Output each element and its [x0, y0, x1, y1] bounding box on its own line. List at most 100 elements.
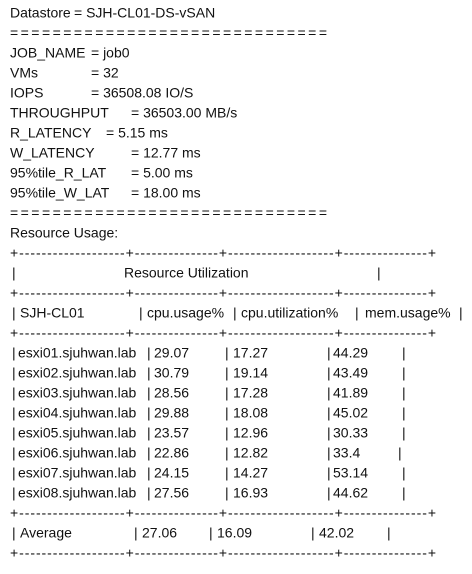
table-separator: |	[327, 465, 331, 481]
table-separator: |	[225, 345, 229, 361]
table-cell: 29.07	[154, 345, 189, 361]
table-cell: 19.14	[233, 365, 268, 381]
table-cell: 12.96	[233, 425, 268, 441]
table-separator: |	[225, 385, 229, 401]
table-separator: |	[233, 305, 237, 321]
table-cell: 53.14	[333, 465, 368, 481]
table-separator: |	[12, 365, 16, 381]
table-separator: |	[147, 485, 151, 501]
table-border: +-------------------+---------------+---…	[10, 545, 436, 561]
table-separator: |	[12, 405, 16, 421]
table-separator: |	[147, 465, 151, 481]
field-label: VMs	[10, 65, 38, 81]
table-cell: esxi06.sjuhwan.lab	[18, 445, 137, 461]
table-cell: 30.33	[333, 425, 368, 441]
field-label: JOB_NAME	[10, 45, 85, 61]
table-title: Resource Utilization	[124, 265, 249, 281]
table-separator: |	[12, 465, 16, 481]
field-value: = 18.00 ms	[131, 185, 201, 201]
field-value: = job0	[91, 45, 130, 61]
table-separator: |	[225, 365, 229, 381]
field-label: IOPS	[10, 85, 43, 101]
table-separator: |	[134, 525, 138, 541]
field-value: = 36503.00 MB/s	[131, 105, 237, 121]
field-label: R_LATENCY	[10, 125, 92, 141]
table-separator: |	[327, 385, 331, 401]
table-separator: |	[12, 265, 16, 281]
table-cell: 17.28	[233, 385, 268, 401]
table-separator: |	[327, 365, 331, 381]
table-cell: 17.27	[233, 345, 268, 361]
field-label: W_LATENCY	[10, 145, 95, 161]
table-border: +-------------------+---------------+---…	[10, 245, 436, 261]
field-label: 95%tile_R_LAT	[10, 165, 107, 181]
table-separator: |	[402, 345, 406, 361]
table-cell: 41.89	[333, 385, 368, 401]
table-border: +-------------------+---------------+---…	[10, 325, 436, 341]
table-separator: |	[225, 425, 229, 441]
table-separator: |	[402, 425, 406, 441]
table-separator: |	[12, 385, 16, 401]
table-cell: 33.4	[333, 445, 360, 461]
table-separator: |	[12, 445, 16, 461]
table-cell: 45.02	[333, 405, 368, 421]
column-header: SJH-CL01	[20, 305, 85, 321]
table-separator: |	[12, 425, 16, 441]
table-cell: 43.49	[333, 365, 368, 381]
rule-line: ==============================	[10, 205, 327, 221]
average-cell: Average	[20, 525, 72, 541]
table-cell: esxi01.sjuhwan.lab	[18, 345, 137, 361]
column-header: cpu.utilization%	[241, 305, 338, 321]
table-separator: |	[225, 465, 229, 481]
field-value: = 5.00 ms	[131, 165, 193, 181]
table-cell: 23.57	[154, 425, 189, 441]
field-value: = 36508.08 IO/S	[91, 85, 193, 101]
table-cell: esxi07.sjuhwan.lab	[18, 465, 137, 481]
field-label: THROUGHPUT	[10, 105, 109, 121]
table-separator: |	[327, 345, 331, 361]
table-cell: esxi02.sjuhwan.lab	[18, 365, 137, 381]
table-cell: esxi03.sjuhwan.lab	[18, 385, 137, 401]
field-value: = 12.77 ms	[131, 145, 201, 161]
field-value: = 32	[91, 65, 119, 81]
table-cell: 30.79	[154, 365, 189, 381]
table-separator: |	[225, 405, 229, 421]
table-cell: 44.62	[333, 485, 368, 501]
field-value: = SJH-CL01-DS-vSAN	[74, 5, 215, 21]
table-separator: |	[147, 425, 151, 441]
table-cell: 12.82	[233, 445, 268, 461]
average-cell: 16.09	[217, 525, 252, 541]
table-separator: |	[327, 425, 331, 441]
rule-line: ==============================	[10, 25, 327, 41]
table-separator: |	[327, 445, 331, 461]
table-separator: |	[147, 385, 151, 401]
table-separator: |	[12, 525, 16, 541]
field-value: = 5.15 ms	[106, 125, 168, 141]
table-cell: 29.88	[154, 405, 189, 421]
table-cell: esxi04.sjuhwan.lab	[18, 405, 137, 421]
column-header: cpu.usage%	[147, 305, 224, 321]
table-separator: |	[12, 305, 16, 321]
average-cell: 27.06	[142, 525, 177, 541]
table-separator: |	[225, 445, 229, 461]
table-separator: |	[327, 405, 331, 421]
table-separator: |	[327, 485, 331, 501]
table-separator: |	[387, 525, 391, 541]
average-cell: 42.02	[319, 525, 354, 541]
table-border: +-------------------+---------------+---…	[10, 505, 436, 521]
table-cell: 28.56	[154, 385, 189, 401]
table-cell: 27.56	[154, 485, 189, 501]
table-cell: esxi05.sjuhwan.lab	[18, 425, 137, 441]
table-separator: |	[402, 465, 406, 481]
table-separator: |	[139, 305, 143, 321]
table-separator: |	[355, 305, 359, 321]
table-separator: |	[402, 485, 406, 501]
table-separator: |	[377, 265, 381, 281]
table-border: +-------------------+---------------+---…	[10, 285, 436, 301]
section-label: Resource Usage:	[10, 225, 118, 241]
table-separator: |	[225, 485, 229, 501]
table-cell: 44.29	[333, 345, 368, 361]
table-separator: |	[459, 305, 463, 321]
table-cell: 22.86	[154, 445, 189, 461]
